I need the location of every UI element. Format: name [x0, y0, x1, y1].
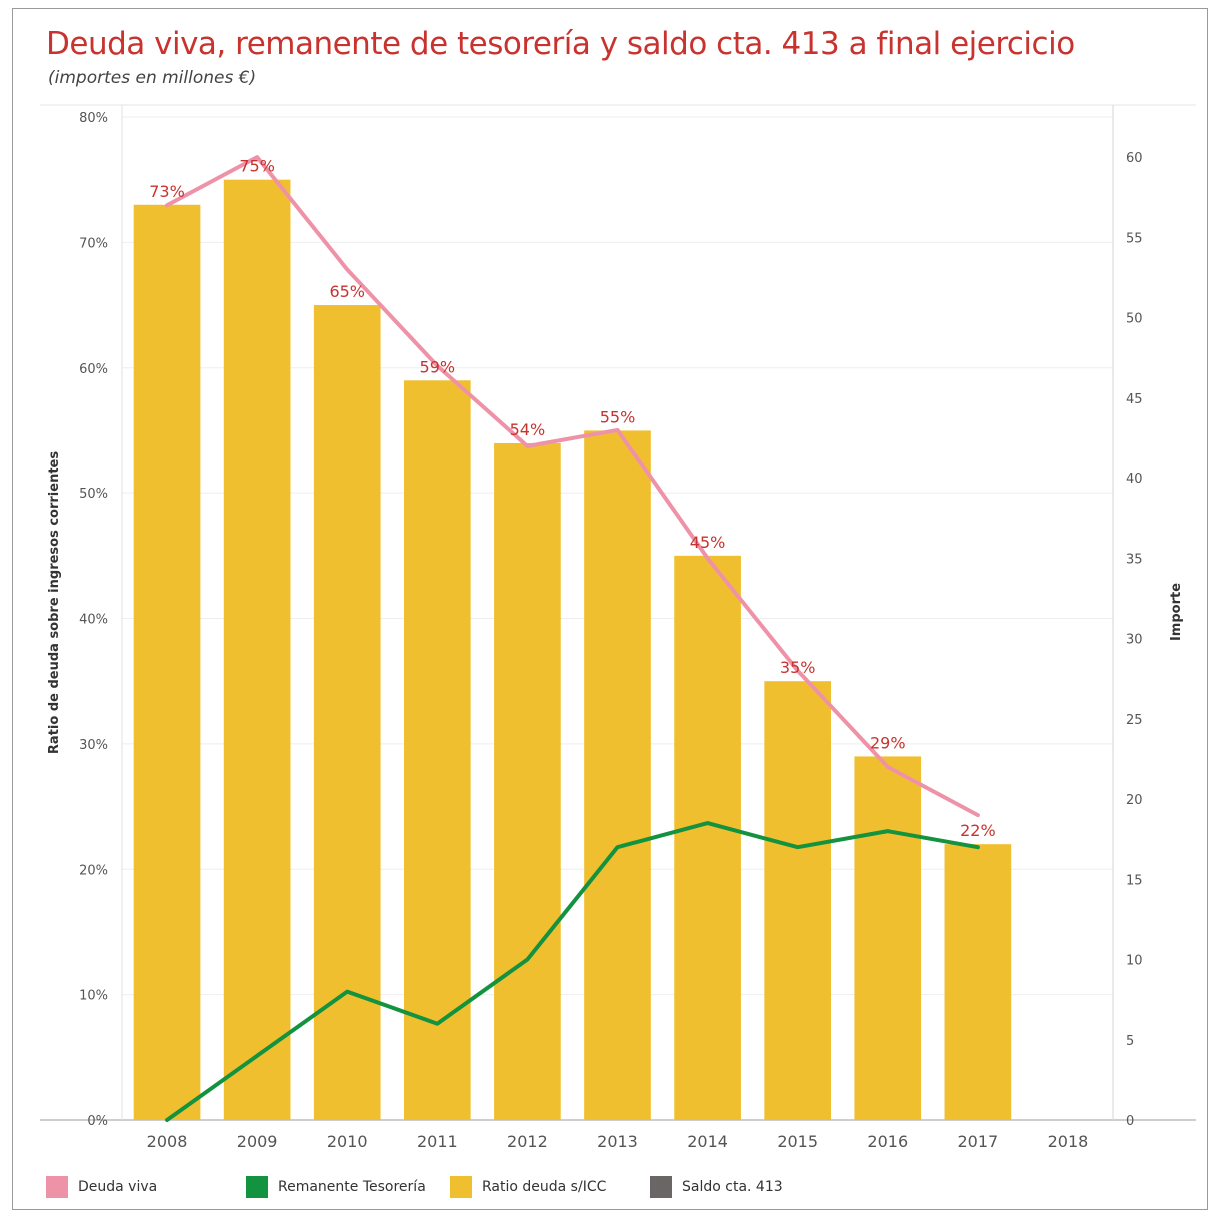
- y-right-tick-label: 30: [1126, 633, 1143, 648]
- bar: [674, 555, 741, 1120]
- x-tick-label: 2010: [327, 1132, 368, 1151]
- x-tick-label: 2012: [507, 1132, 548, 1151]
- legend-swatch: [46, 1176, 68, 1198]
- bar: [584, 430, 651, 1120]
- x-tick-label: 2008: [147, 1132, 188, 1151]
- chart-frame: [12, 8, 1208, 1210]
- bar: [944, 844, 1012, 1120]
- chart-title: Deuda viva, remanente de tesorería y sal…: [46, 26, 1075, 62]
- x-tick-label: 2009: [237, 1132, 278, 1151]
- bar: [403, 380, 471, 1121]
- y-right-tick-label: 15: [1126, 873, 1143, 888]
- bar-data-label: 45%: [690, 533, 726, 552]
- bar-data-label: 59%: [420, 357, 456, 376]
- x-tick-label: 2011: [417, 1132, 458, 1151]
- y-left-tick-label: 10%: [79, 989, 108, 1004]
- legend-label: Ratio deuda s/ICC: [482, 1179, 607, 1195]
- x-tick-label: 2013: [597, 1132, 638, 1151]
- y-right-tick-label: 40: [1126, 472, 1143, 487]
- x-tick-label: 2017: [958, 1132, 999, 1151]
- y-left-tick-label: 50%: [79, 487, 108, 502]
- legend-label: Deuda viva: [78, 1179, 158, 1195]
- y-right-tick-label: 60: [1126, 151, 1143, 166]
- legend-swatch: [450, 1176, 472, 1198]
- legend-item: Remanente Tesorería: [246, 1176, 426, 1198]
- y-left-tick-label: 80%: [79, 111, 108, 126]
- bar: [854, 756, 922, 1120]
- legend-swatch: [246, 1176, 268, 1198]
- y-left-tick-label: 20%: [79, 863, 108, 878]
- bar-data-label: 55%: [600, 407, 636, 426]
- y-left-tick-label: 60%: [79, 362, 108, 377]
- bar: [764, 681, 832, 1120]
- y-right-tick-label: 50: [1126, 312, 1143, 327]
- legend-item: Ratio deuda s/ICC: [450, 1176, 606, 1198]
- y-right-tick-label: 0: [1126, 1114, 1134, 1129]
- y-right-tick-label: 35: [1126, 552, 1143, 567]
- series-line-remanente-tesorer-a: [165, 821, 980, 1122]
- bar-data-label: 75%: [239, 157, 275, 176]
- y-left-tick-label: 30%: [79, 738, 108, 753]
- y-right-tick-label: 20: [1126, 793, 1143, 808]
- legend-swatch: [650, 1176, 672, 1198]
- x-tick-label: 2016: [867, 1132, 908, 1151]
- x-tick-label: 2015: [777, 1132, 818, 1151]
- y-right-tick-label: 55: [1126, 231, 1143, 246]
- x-tick-label: 2018: [1048, 1132, 1089, 1151]
- bar-data-label: 22%: [960, 821, 996, 840]
- bar: [133, 204, 201, 1120]
- bar-data-label: 73%: [149, 182, 185, 201]
- legend-label: Remanente Tesorería: [278, 1179, 426, 1195]
- legend-item: Saldo cta. 413: [650, 1176, 783, 1198]
- bar-data-label: 54%: [510, 420, 546, 439]
- y-left-tick-label: 0%: [87, 1114, 108, 1129]
- bar: [223, 179, 291, 1120]
- y-right-tick-label: 10: [1126, 954, 1143, 969]
- legend-label: Saldo cta. 413: [682, 1179, 783, 1195]
- y-left-tick-label: 70%: [79, 236, 108, 251]
- y-left-tick-label: 40%: [79, 613, 108, 628]
- legend: Deuda viva Remanente Tesorería Ratio deuda…: [0, 1176, 1220, 1202]
- y-left-axis-title: Ratio de deuda sobre ingresos corrientes: [47, 451, 62, 754]
- series-line-deuda-viva: [165, 155, 980, 818]
- bar-data-label: 65%: [329, 282, 365, 301]
- legend-item: Deuda viva: [46, 1176, 157, 1198]
- bar-data-label: 29%: [870, 733, 906, 752]
- y-right-tick-label: 25: [1126, 713, 1143, 728]
- bar: [313, 305, 381, 1120]
- y-right-tick-label: 5: [1126, 1034, 1134, 1049]
- y-right-tick-label: 45: [1126, 392, 1143, 407]
- bar: [494, 442, 561, 1121]
- x-tick-label: 2014: [687, 1132, 728, 1151]
- chart-subtitle: (importes en millones €): [48, 68, 257, 88]
- bar-data-label: 35%: [780, 658, 816, 677]
- y-right-axis-title: Importe: [1169, 583, 1184, 641]
